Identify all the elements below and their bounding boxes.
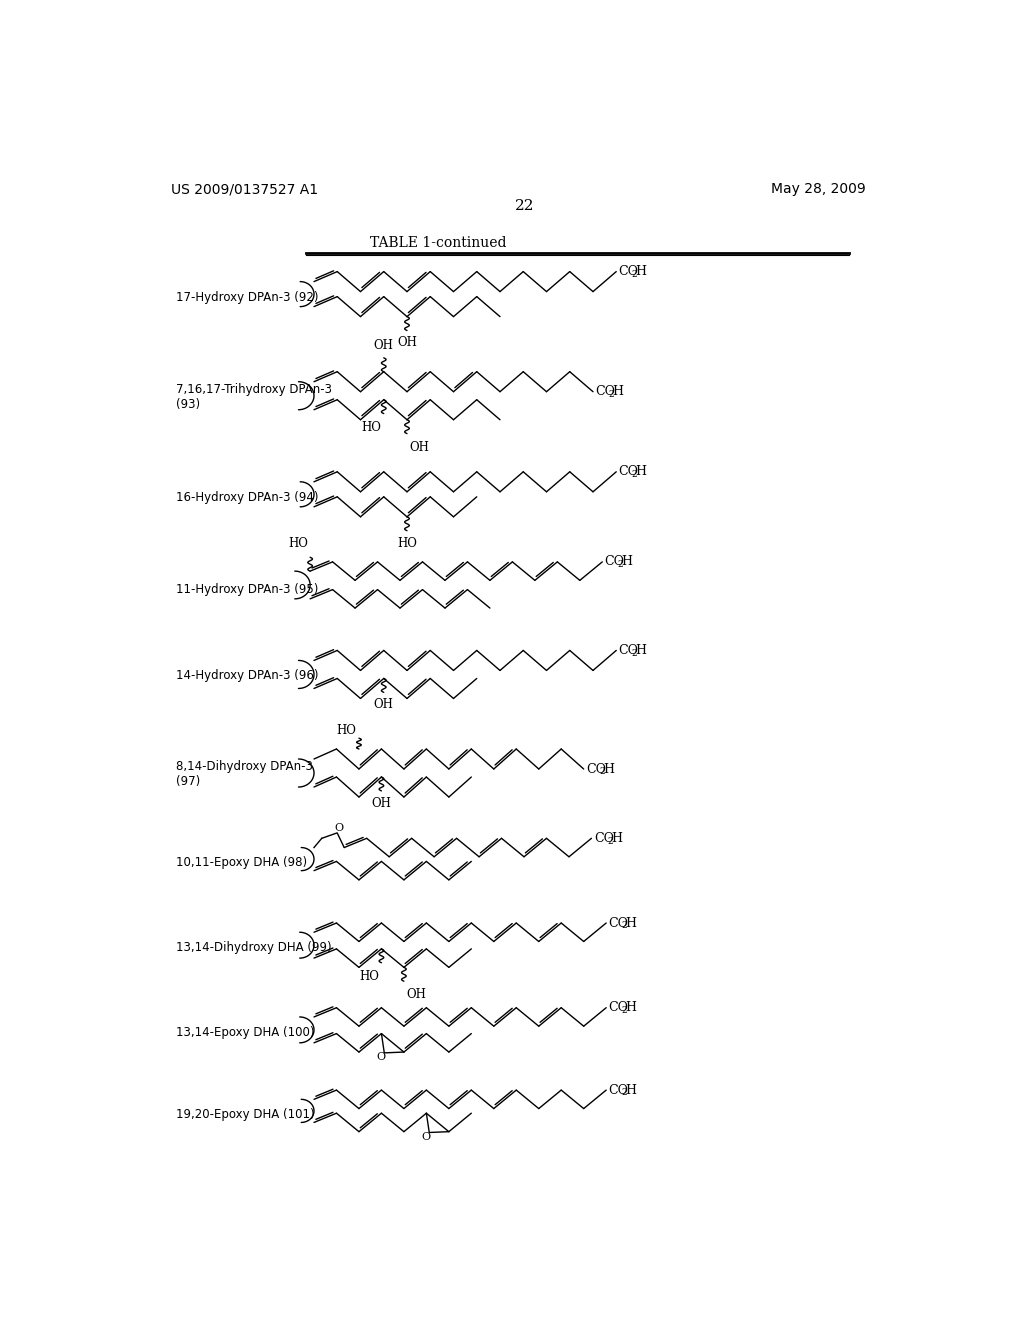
Text: HO: HO bbox=[361, 421, 381, 433]
Text: OH: OH bbox=[374, 698, 393, 711]
Text: O: O bbox=[421, 1131, 430, 1142]
Text: HO: HO bbox=[397, 537, 417, 550]
Text: H: H bbox=[612, 385, 624, 399]
Text: H: H bbox=[611, 832, 622, 845]
Text: 2: 2 bbox=[632, 470, 637, 479]
Text: May 28, 2009: May 28, 2009 bbox=[771, 182, 866, 197]
Text: CO: CO bbox=[604, 556, 625, 569]
Text: 7,16,17-Trihydroxy DPAn-3
(93): 7,16,17-Trihydroxy DPAn-3 (93) bbox=[176, 383, 332, 411]
Text: 2: 2 bbox=[617, 560, 624, 569]
Text: CO: CO bbox=[608, 1001, 629, 1014]
Text: H: H bbox=[636, 265, 646, 279]
Text: CO: CO bbox=[618, 644, 639, 657]
Text: 13,14-Dihydroxy DHA (99): 13,14-Dihydroxy DHA (99) bbox=[176, 941, 332, 954]
Text: CO: CO bbox=[594, 832, 613, 845]
Text: 11-Hydroxy DPAn-3 (95): 11-Hydroxy DPAn-3 (95) bbox=[176, 583, 318, 597]
Text: H: H bbox=[626, 1084, 637, 1097]
Text: 2: 2 bbox=[608, 389, 614, 399]
Text: CO: CO bbox=[618, 465, 639, 478]
Text: OH: OH bbox=[372, 797, 391, 810]
Text: HO: HO bbox=[288, 536, 308, 549]
Text: US 2009/0137527 A1: US 2009/0137527 A1 bbox=[171, 182, 317, 197]
Text: H: H bbox=[603, 763, 614, 776]
Text: O: O bbox=[376, 1052, 385, 1063]
Text: 8,14-Dihydroxy DPAn-3
(97): 8,14-Dihydroxy DPAn-3 (97) bbox=[176, 760, 313, 788]
Text: 2: 2 bbox=[632, 648, 637, 657]
Text: H: H bbox=[626, 1001, 637, 1014]
Text: H: H bbox=[622, 556, 633, 569]
Text: CO: CO bbox=[586, 763, 606, 776]
Text: 2: 2 bbox=[599, 767, 605, 776]
Text: 2: 2 bbox=[622, 1006, 628, 1015]
Text: OH: OH bbox=[397, 335, 417, 348]
Text: H: H bbox=[636, 644, 646, 657]
Text: H: H bbox=[636, 465, 646, 478]
Text: O: O bbox=[335, 822, 344, 833]
Text: HO: HO bbox=[359, 970, 379, 982]
Text: CO: CO bbox=[608, 916, 629, 929]
Text: 14-Hydroxy DPAn-3 (96): 14-Hydroxy DPAn-3 (96) bbox=[176, 669, 318, 682]
Text: 2: 2 bbox=[622, 1088, 628, 1097]
Text: 16-Hydroxy DPAn-3 (94): 16-Hydroxy DPAn-3 (94) bbox=[176, 491, 318, 504]
Text: TABLE 1-continued: TABLE 1-continued bbox=[370, 236, 506, 249]
Text: 13,14-Epoxy DHA (100): 13,14-Epoxy DHA (100) bbox=[176, 1026, 314, 1039]
Text: CO: CO bbox=[595, 385, 615, 399]
Text: 2: 2 bbox=[632, 269, 637, 279]
Text: OH: OH bbox=[374, 339, 393, 352]
Text: 17-Hydroxy DPAn-3 (92): 17-Hydroxy DPAn-3 (92) bbox=[176, 290, 318, 304]
Text: OH: OH bbox=[410, 441, 429, 454]
Text: OH: OH bbox=[407, 989, 426, 1001]
Text: 2: 2 bbox=[622, 921, 628, 931]
Text: 19,20-Epoxy DHA (101): 19,20-Epoxy DHA (101) bbox=[176, 1109, 314, 1121]
Text: 22: 22 bbox=[515, 199, 535, 213]
Text: 2: 2 bbox=[607, 837, 612, 846]
Text: H: H bbox=[626, 916, 637, 929]
Text: 10,11-Epoxy DHA (98): 10,11-Epoxy DHA (98) bbox=[176, 857, 307, 870]
Text: HO: HO bbox=[337, 723, 356, 737]
Text: CO: CO bbox=[608, 1084, 629, 1097]
Text: CO: CO bbox=[618, 265, 639, 279]
